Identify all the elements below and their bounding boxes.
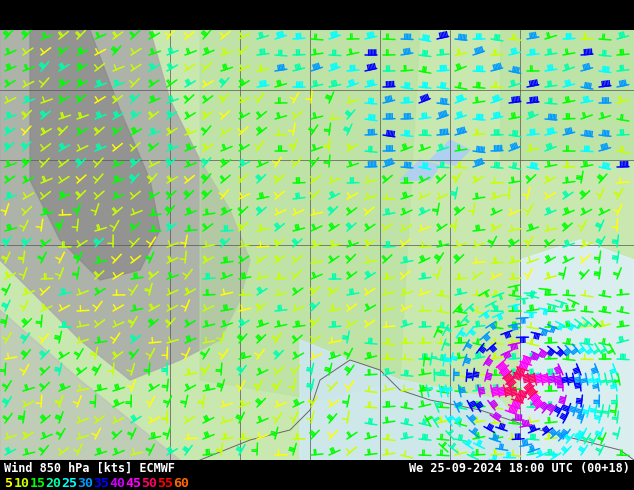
Polygon shape [520,240,634,460]
Text: 5: 5 [4,476,12,490]
Polygon shape [300,340,550,460]
Polygon shape [430,140,470,165]
Text: 25: 25 [61,476,77,490]
Text: 35: 35 [93,476,110,490]
Polygon shape [200,30,420,400]
Polygon shape [0,310,180,460]
Text: 55: 55 [157,476,174,490]
Polygon shape [400,160,440,180]
Polygon shape [0,30,250,380]
Text: 45: 45 [126,476,141,490]
Text: 20: 20 [46,476,61,490]
Text: We 25-09-2024 18:00 UTC (00+18): We 25-09-2024 18:00 UTC (00+18) [409,462,630,474]
Text: 50: 50 [141,476,157,490]
Text: 15: 15 [30,476,46,490]
Text: 60: 60 [174,476,190,490]
Polygon shape [30,30,160,280]
Polygon shape [0,30,634,460]
Text: 40: 40 [110,476,126,490]
Text: Wind 850 hPa [kts] ECMWF: Wind 850 hPa [kts] ECMWF [4,462,175,474]
Text: 10: 10 [13,476,30,490]
Polygon shape [500,30,634,160]
Text: 30: 30 [77,476,93,490]
